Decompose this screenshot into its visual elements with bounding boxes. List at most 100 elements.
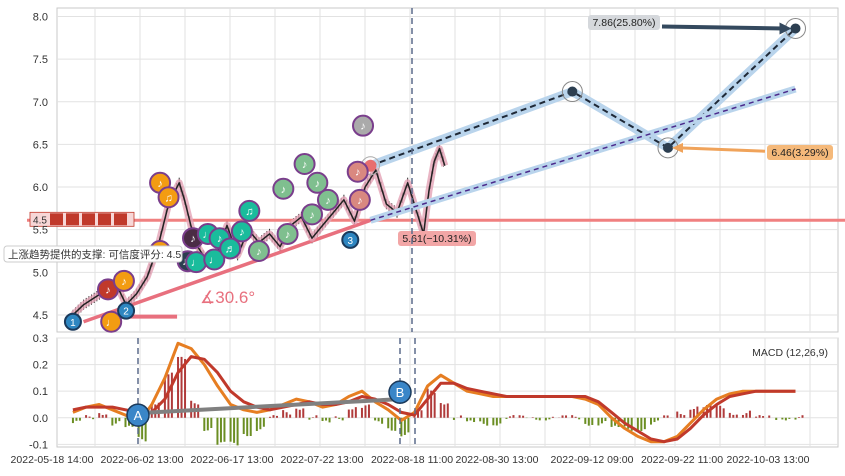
price-line [72,147,446,316]
event-marker [230,220,253,243]
event-marker-glyph: ♪ [302,159,308,171]
price-ytick-label: 5.0 [33,267,48,279]
x-tick-label: 2022-10-03 13:00 [727,454,810,466]
macd-marker-a [126,403,150,427]
event-marker-glyph: ♪ [315,178,321,190]
event-marker-glyph: ♪ [357,195,363,207]
macd-ytick-label: 0.1 [33,386,48,398]
support-tag-icon [66,213,79,226]
event-marker-glyph: ♪ [309,209,315,221]
x-tick-label: 2022-08-18 11:00 [371,454,453,466]
event-marker-glyph: ♪ [360,121,366,133]
x-tick-label: 2022-06-17 13:00 [191,454,274,466]
price-ytick-label: 5.5 [33,225,48,237]
forecast-high-label: 7.86(25.80%) [592,17,655,29]
forecast-point [567,86,578,97]
macd-ab-line [137,397,401,416]
event-marker [352,114,375,137]
macd-panel: A B MACD (12,26,9) [71,338,828,447]
macd-title: MACD (12,26,9) [752,347,828,359]
event-marker-glyph: ♫ [245,206,253,218]
event-marker-glyph: ♪ [281,184,287,196]
event-marker [203,248,226,271]
forecast-mid-label-bg [767,145,833,160]
event-marker-glyph: ♩ [191,257,202,269]
forecast-path [370,27,797,167]
event-marker [112,269,135,292]
macd-series-1 [72,355,796,444]
x-tick-label: 2022-05-18 14:00 [11,454,94,466]
price-panel: ∡30.6° 7.86(25.80%) 6.46(3.29%) 5.61(−10.31… [3,8,845,333]
forecast-low-label-bg [398,231,476,246]
support-tag-icon [50,213,63,226]
support-tag-value: 4.5 [33,215,47,226]
price-ytick-label: 7.5 [33,54,48,66]
x-tick-label: 2022-07-22 13:00 [281,454,364,466]
event-marker [348,188,371,211]
event-marker-glyph: 2 [123,307,129,318]
event-marker-glyph: ♩ [209,255,220,267]
event-marker [316,188,339,211]
forecast-point [790,23,801,34]
forecast-high-arrowhead [779,22,792,35]
event-marker [100,310,123,333]
support-tag-icon [82,213,95,226]
price-ytick-label: 8.0 [33,12,48,24]
forecast-band [368,25,799,170]
event-marker-glyph: ♪ [355,167,361,179]
forecast-mid-arrowhead [671,142,683,153]
forecast-mid-arrow [679,146,766,153]
event-marker [293,153,316,176]
event-marker-glyph: 1 [70,318,76,329]
macd-ytick-label: 0.3 [33,333,48,345]
event-marker-glyph: ♪ [285,229,291,241]
event-marker [341,230,360,249]
event-marker [306,171,329,194]
event-marker [63,312,82,331]
event-marker-glyph: ♪ [190,233,196,245]
support-note: 上涨趋势提供的支撑: 可信度评分: 4.5 [8,248,181,261]
forecast-ring [561,81,583,103]
event-marker-glyph: 3 [347,236,353,247]
price-ytick-label: 6.0 [33,182,48,194]
event-marker-glyph: ♪ [121,276,127,288]
price-ytick-label: 6.5 [33,139,48,151]
price-gridlines [56,7,839,333]
event-marker-glyph: ♫ [164,192,172,204]
forecast-high-arrow [661,24,784,31]
price-ytick-label: 7.0 [33,97,48,109]
support-note-bg [3,245,183,263]
event-marker [272,177,295,200]
event-marker-glyph: ♪ [217,233,223,245]
event-marker-glyph: ♩ [106,317,117,329]
support-tag-icon [114,213,127,226]
macd-ytick-label: 0.0 [33,413,48,425]
event-marker-glyph: ♪ [325,195,331,207]
macd-marker-a-label: A [134,408,143,423]
x-tick-label: 2022-09-22 11:00 [641,454,723,466]
event-marker [157,186,180,209]
forecast-mid-label: 6.46(3.29%) [771,147,828,159]
event-marker [219,237,242,260]
macd-marker-b [388,380,412,404]
forecast-point [662,142,673,153]
macd-series-0 [72,341,796,444]
forecast-low-label: 5.61(−10.31%) [402,233,471,245]
event-marker-glyph: ♪ [157,178,163,190]
price-ytick-label: 4.5 [33,310,48,322]
axis-labels: 8.0 7.5 7.0 6.5 6.0 5.5 5.0 4.5 0.3 0.2 0.1 0.0 -0.1… [11,12,810,466]
event-marker [117,301,136,320]
x-tick-label: 2022-08-30 13:00 [456,454,539,466]
event-marker [276,222,299,245]
event-marker-glyph: ♪ [105,284,111,296]
macd-ytick-label: -0.1 [29,439,48,451]
macd-marker-b-label: B [396,385,405,400]
event-marker [346,160,369,183]
x-tick-label: 2022-09-12 09:00 [551,454,634,466]
event-marker [301,203,324,226]
event-marker [238,199,261,222]
angle-label: ∡30.6° [200,288,255,307]
event-marker-glyph: ♬ [225,243,236,255]
